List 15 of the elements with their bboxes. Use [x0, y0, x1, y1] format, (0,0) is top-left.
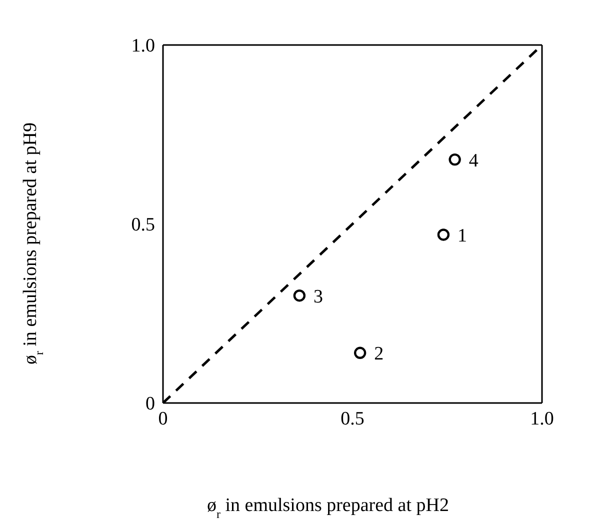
x-axis-title: ø$_{r}$ in emulsions prepared at pH2 [207, 495, 449, 521]
point [448, 153, 461, 166]
y-tick-label: 0.5 [131, 214, 155, 236]
annotation: 2 [374, 344, 384, 365]
annotation: 4 [468, 150, 479, 172]
annotation: 3 [313, 286, 323, 308]
point [354, 346, 366, 359]
y-tick-label: 1.0 [131, 36, 155, 57]
x-tick-label: 1.0 [530, 408, 554, 430]
x-tick-label: 0 [158, 408, 168, 430]
point [293, 290, 306, 302]
annotation: 1 [457, 225, 467, 246]
x-tick-label: 0.5 [340, 408, 364, 430]
point [437, 228, 450, 241]
y-tick-label: 0 [146, 394, 155, 415]
